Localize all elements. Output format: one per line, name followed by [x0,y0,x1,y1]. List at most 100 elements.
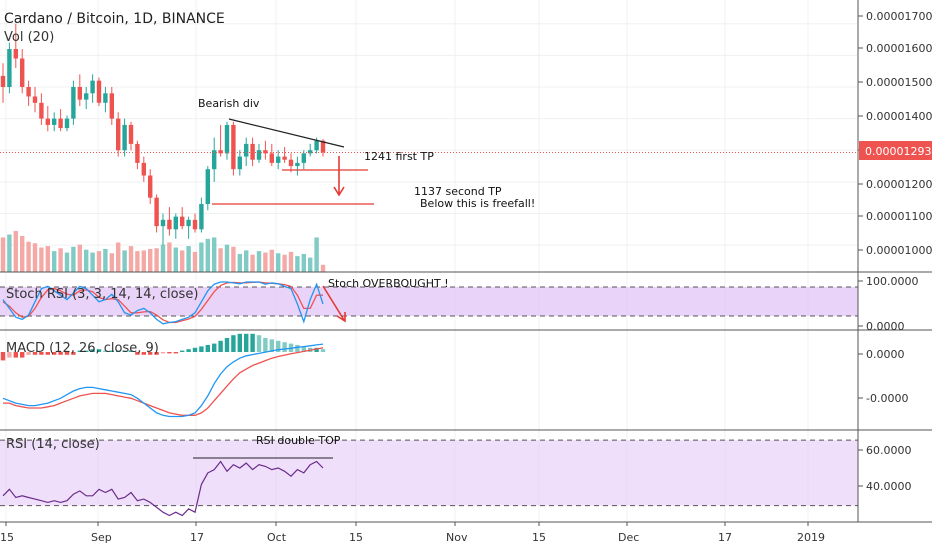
price-tick-label: 0.00001500 [866,76,932,89]
candle-body [282,156,287,160]
volume-bar [103,248,108,272]
candle-body [135,143,140,163]
candle-body [71,86,76,119]
candle-body [160,219,166,227]
volume-bar [116,242,121,272]
candle-body [84,93,89,100]
volume-bar [141,250,146,272]
annotation-stoch-overbought: Stoch OVERBOUGHT ! [328,277,449,290]
candle-body [269,153,274,163]
volume-bar [218,248,223,272]
price-tick-label: 0.00001600 [866,42,932,55]
volume-bar [45,246,50,272]
macd-histogram-bar [90,349,95,352]
candle-body [20,58,25,87]
macd-histogram-bar [199,346,204,352]
candle-body [128,124,134,144]
volume-bar [276,253,281,272]
volume-bar [64,252,70,272]
stoch-tick-label: 0.0000 [866,320,905,333]
volume-bar [288,251,294,272]
volume-bar [148,248,153,272]
volume-bar [224,244,230,272]
candle-body [26,86,31,97]
volume-bar [237,254,242,272]
macd-histogram-bar [13,352,18,358]
volume-bar [269,249,274,272]
candle-body [173,216,178,230]
macd-line [2,343,324,418]
indicator-bands [0,286,858,507]
volume-bar [192,251,198,272]
stoch-band-fill [0,287,858,316]
volume-bar [167,242,172,272]
volume-bar [308,257,313,272]
volume-bar [199,242,204,272]
volume-bar [263,252,268,272]
annotation-freefall: Below this is freefall! [420,197,535,210]
macd-histogram-bar [154,352,159,355]
candle-body [250,143,255,160]
candle-body [96,80,102,103]
volume-bars [0,230,326,272]
macd-histogram-bar [64,352,70,355]
candle-body [231,124,236,170]
macd-histogram-bar [45,352,50,355]
macd-histogram-bar [276,340,281,352]
candle-body [77,86,82,100]
candle-body [320,140,326,153]
candle-body [58,118,63,129]
volume-bar [180,250,185,272]
x-tick-label: Oct [267,531,287,544]
volume-bar [128,246,134,272]
volume-bar [282,254,287,272]
candle-body [0,75,6,87]
macd-histogram-bar [122,350,127,352]
macd-histogram-bar [141,352,146,355]
stoch-k-line [2,281,324,325]
candle-body [52,118,57,125]
macd-histogram-bar [7,352,12,358]
volume-bar [90,252,95,272]
price-tick-label: 0.00001400 [866,110,932,123]
price-tick-label: 0.00001200 [866,178,932,191]
macd-histogram-bar [314,347,319,352]
macd-histogram-bar [71,352,76,355]
candle-body [237,156,242,170]
stoch-rsi-label: Stoch RSI (3, 3, 14, 14, close) [6,287,198,302]
pane-frame [0,0,932,523]
target-arrow-head [333,186,345,197]
candle-body [116,118,121,151]
candle-body [141,162,146,176]
candle-body [256,150,262,160]
volume-bar [295,256,300,272]
macd-histogram-bar [205,345,210,352]
x-tick-label: Nov [446,531,468,544]
x-tick-label: Sep [91,531,112,544]
macd-histogram-bar [128,350,134,352]
x-tick-label: Dec [618,531,639,544]
candle-body [308,150,313,154]
x-tick-label: 15 [532,531,546,544]
volume-bar [173,247,178,272]
macd-histogram-bar [212,343,217,352]
macd-histogram-bar [84,350,89,352]
candle-body [314,140,319,151]
candle-body [224,124,230,154]
candle-body [45,118,50,125]
volume-bar [39,247,44,272]
macd-histogram-bar [26,352,31,355]
macd-histogram-bar [218,340,223,352]
macd-histogram-bar [103,350,108,352]
macd-histogram-bar [282,342,287,352]
rsi-label: RSI (14, close) [6,437,100,452]
volume-bar [135,251,140,272]
grid-lines [0,0,858,522]
x-tick-label: 15 [0,531,14,544]
candle-body [167,219,172,230]
last-price-label: 0.00001293 [865,145,931,158]
candle-body [205,169,210,204]
candle-body [180,216,185,227]
macd-histogram-bar [224,338,230,352]
